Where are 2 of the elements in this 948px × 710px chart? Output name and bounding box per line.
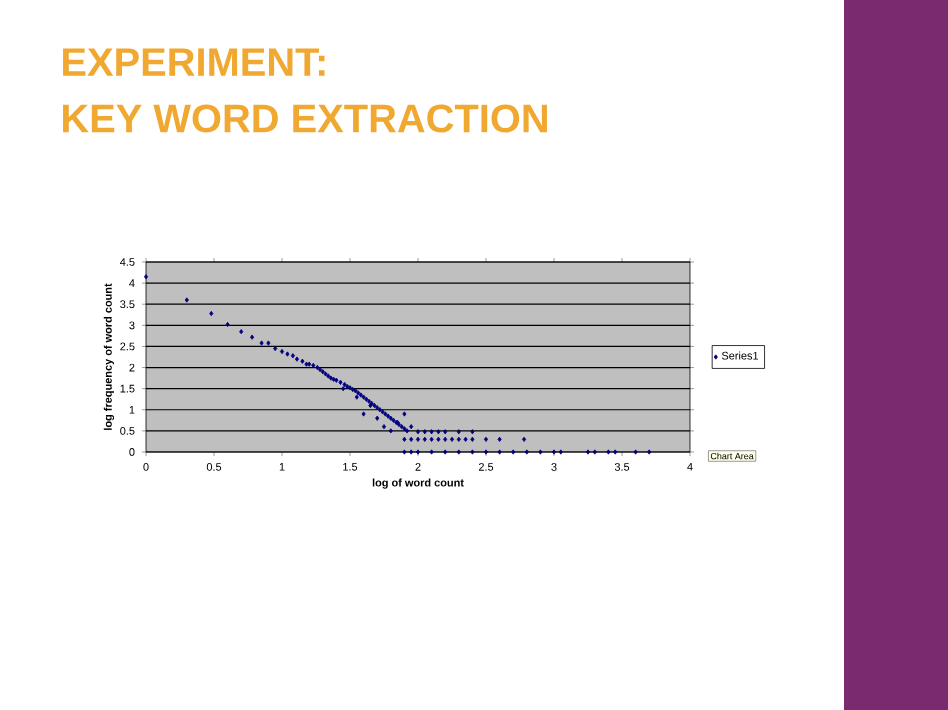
chart-title: EXPERIMENT: [63,48,325,76]
chart-subtitle: KEY WORD EXTRACTION [63,104,547,133]
